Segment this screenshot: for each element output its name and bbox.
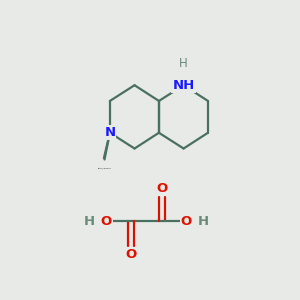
Text: H: H xyxy=(83,215,94,228)
Text: H: H xyxy=(198,215,209,228)
Text: O: O xyxy=(125,248,136,261)
Text: N: N xyxy=(104,126,116,139)
Text: O: O xyxy=(156,182,167,194)
Text: H: H xyxy=(179,57,188,70)
Text: methyl_placeholder: methyl_placeholder xyxy=(98,167,112,169)
Text: NH: NH xyxy=(172,79,195,92)
Text: O: O xyxy=(181,215,192,228)
Text: O: O xyxy=(101,215,112,228)
